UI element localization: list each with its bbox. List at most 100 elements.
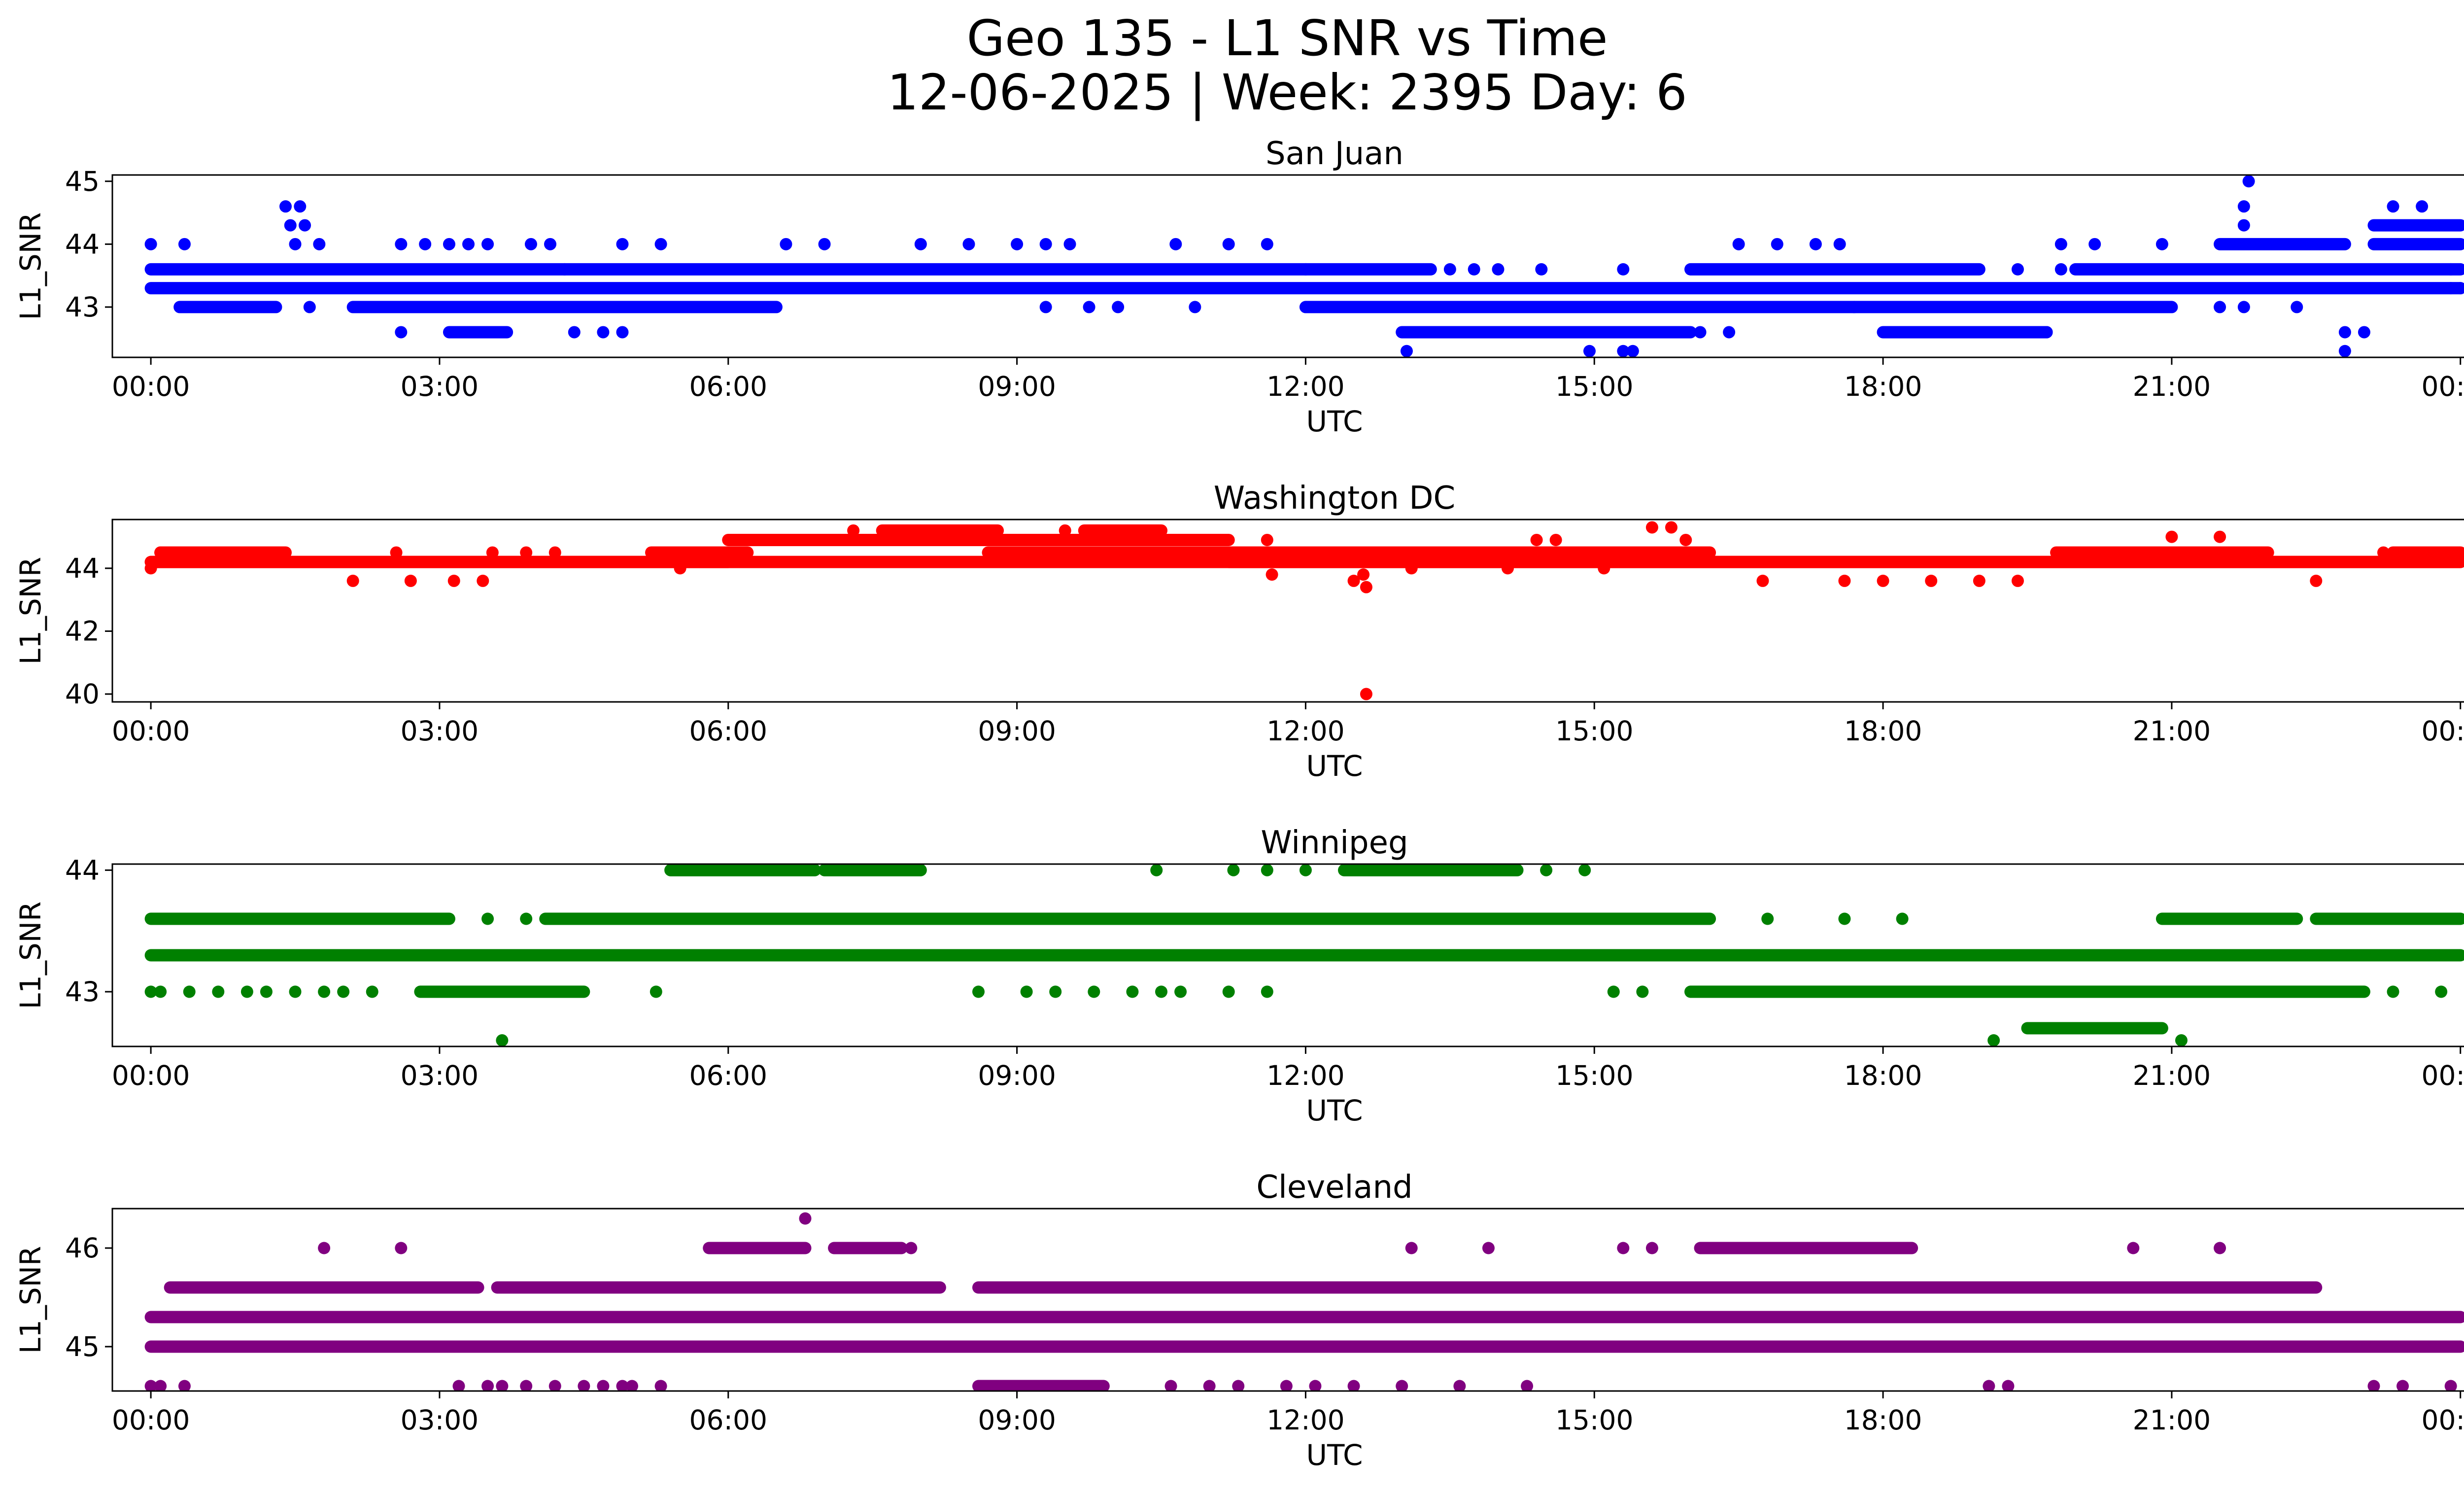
x-tick-label: 15:00 bbox=[1555, 1060, 1634, 1091]
data-point bbox=[178, 1380, 191, 1391]
data-point bbox=[1049, 985, 1062, 998]
data-point bbox=[2054, 263, 2067, 276]
data-point bbox=[212, 985, 225, 998]
data-point bbox=[318, 1242, 331, 1254]
data-point bbox=[520, 912, 533, 925]
x-tick-label: 21:00 bbox=[2133, 715, 2211, 747]
data-point bbox=[481, 1380, 494, 1391]
data-point bbox=[2127, 1242, 2140, 1254]
x-tick-label: 18:00 bbox=[1844, 1404, 1922, 1436]
data-point bbox=[578, 1380, 590, 1391]
y-tick-label: 46 bbox=[65, 1232, 100, 1264]
data-point bbox=[2165, 530, 2178, 543]
data-point bbox=[1164, 1380, 1177, 1391]
data-point bbox=[289, 238, 302, 250]
data-point bbox=[1039, 238, 1052, 250]
x-tick-label: 00:00 bbox=[112, 715, 190, 747]
x-tick-label: 12:00 bbox=[1266, 715, 1345, 747]
data-point bbox=[1453, 1380, 1466, 1391]
subplot-san-juan: San Juan 00:00 03:00 06:00 09:00 12:00 15:00 18… bbox=[14, 136, 2464, 438]
data-point bbox=[1987, 1034, 2000, 1046]
data-point bbox=[481, 912, 494, 925]
data-point bbox=[1261, 864, 1273, 876]
data-point bbox=[240, 985, 253, 998]
data-point bbox=[452, 1380, 465, 1391]
data-point bbox=[1266, 568, 1278, 581]
x-tick-label: 03:00 bbox=[401, 715, 479, 747]
data-point bbox=[279, 200, 292, 213]
data-point bbox=[654, 238, 667, 250]
data-point bbox=[1112, 301, 1125, 313]
data-point bbox=[260, 985, 273, 998]
y-tick-label: 43 bbox=[65, 976, 100, 1008]
data-point bbox=[1521, 1380, 1534, 1391]
subplot-title: Cleveland bbox=[1256, 1169, 1412, 1206]
data-series bbox=[144, 175, 2464, 357]
x-tick-label: 03:00 bbox=[401, 1060, 479, 1091]
figure-title-line-2: 12-06-2025 | Week: 2395 Day: 6 bbox=[887, 64, 1687, 121]
subplot-cleveland: Cleveland 00:00 03:00 06:00 09:00 12:00 15:00 1… bbox=[14, 1169, 2464, 1472]
data-point bbox=[2088, 238, 2101, 250]
y-axis-label: L1_SNR bbox=[14, 1246, 47, 1354]
x-tick-label: 15:00 bbox=[1555, 1404, 1634, 1436]
data-point bbox=[520, 546, 533, 559]
data-point bbox=[2242, 175, 2255, 188]
data-point bbox=[1360, 581, 1372, 593]
data-point bbox=[2444, 1380, 2457, 1391]
x-tick-label: 00:00 bbox=[2421, 371, 2464, 402]
data-point bbox=[477, 574, 489, 587]
data-point bbox=[284, 219, 297, 232]
data-point bbox=[1309, 1380, 1322, 1391]
data-point bbox=[447, 574, 460, 587]
data-point bbox=[2237, 200, 2250, 213]
data-point bbox=[1857, 1340, 1870, 1353]
data-point bbox=[2233, 1340, 2246, 1353]
data-point bbox=[544, 238, 557, 250]
x-tick-label: 06:00 bbox=[689, 715, 768, 747]
data-point bbox=[1261, 533, 1273, 546]
data-point bbox=[1617, 1242, 1630, 1254]
data-point bbox=[1896, 912, 1909, 925]
data-point bbox=[2291, 301, 2303, 313]
data-point bbox=[1761, 912, 1774, 925]
data-point bbox=[1126, 985, 1139, 998]
data-point bbox=[597, 1380, 610, 1391]
data-point bbox=[616, 238, 629, 250]
data-point bbox=[1645, 521, 1658, 534]
data-point bbox=[1189, 301, 1201, 313]
data-point bbox=[1645, 1242, 1658, 1254]
x-tick-label: 00:00 bbox=[112, 1060, 190, 1091]
y-tick-label: 42 bbox=[65, 615, 100, 647]
data-point bbox=[2367, 1380, 2380, 1391]
data-point bbox=[1150, 864, 1163, 876]
x-tick-label: 21:00 bbox=[2133, 371, 2211, 402]
data-point bbox=[404, 574, 417, 587]
data-point bbox=[1203, 1380, 1216, 1391]
data-point bbox=[1155, 985, 1168, 998]
data-point bbox=[154, 1380, 167, 1391]
data-point bbox=[2237, 301, 2250, 313]
x-tick-label: 06:00 bbox=[689, 1060, 768, 1091]
data-point bbox=[1443, 263, 1456, 276]
x-axis-label: UTC bbox=[1306, 1438, 1363, 1472]
data-point bbox=[524, 238, 537, 250]
data-point bbox=[1665, 521, 1677, 534]
y-axis-label: L1_SNR bbox=[14, 902, 47, 1009]
x-tick-label: 18:00 bbox=[1844, 371, 1922, 402]
x-tick-label: 21:00 bbox=[2133, 1404, 2211, 1436]
x-tick-label: 12:00 bbox=[1266, 371, 1345, 402]
data-point bbox=[1357, 568, 1370, 581]
axes-frame bbox=[111, 519, 2464, 703]
x-axis-label: UTC bbox=[1306, 749, 1363, 783]
data-series bbox=[144, 864, 2464, 1046]
data-point bbox=[144, 562, 157, 575]
subplot-title: Washington DC bbox=[1214, 480, 1455, 517]
x-tick-label: 00:00 bbox=[2421, 715, 2464, 747]
x-tick-label: 09:00 bbox=[978, 1060, 1056, 1091]
data-point bbox=[2444, 263, 2457, 276]
x-tick-label: 15:00 bbox=[1555, 715, 1634, 747]
data-point bbox=[1535, 263, 1548, 276]
x-tick-label: 03:00 bbox=[401, 1404, 479, 1436]
data-point bbox=[914, 238, 927, 250]
data-point bbox=[1169, 238, 1182, 250]
